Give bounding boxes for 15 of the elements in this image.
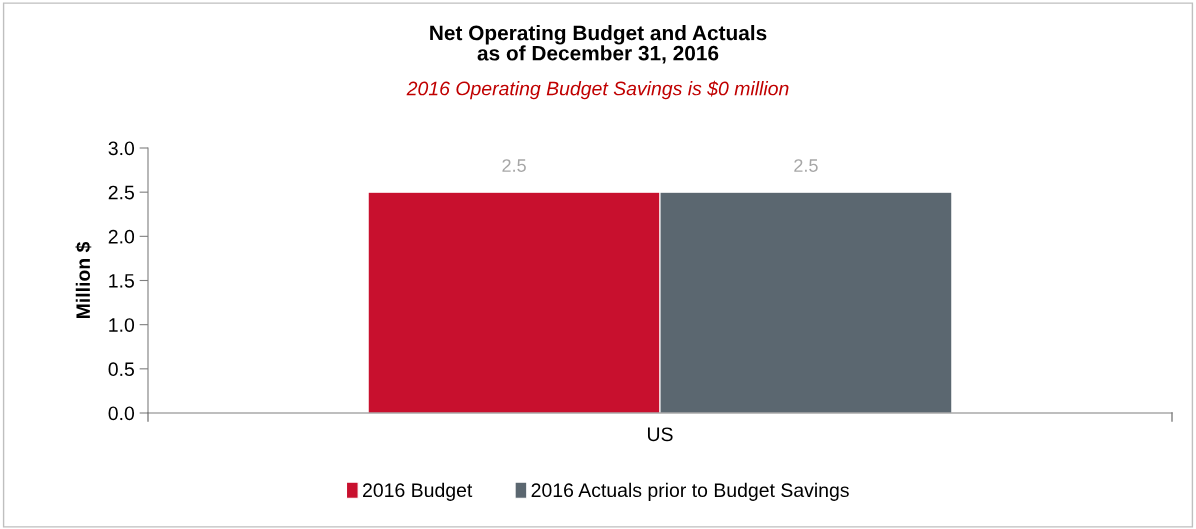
data-label: 2.5 <box>794 159 818 172</box>
legend-label: 2016 Budget <box>363 482 473 501</box>
y-tick-label: 2.5 <box>108 185 134 200</box>
y-tick-label: 1.0 <box>109 318 135 332</box>
legend-label: 2016 Actuals prior to Budget Savings <box>531 482 849 501</box>
y-axis-title: Million $ <box>75 241 92 319</box>
y-tick-label: 0.5 <box>108 362 134 377</box>
data-label: 2.5 <box>502 159 526 172</box>
chart-subtitle: 2016 Operating Budget Savings is $0 million <box>406 80 789 100</box>
y-tick-label: 1.5 <box>109 274 134 288</box>
y-tick-label: 0.0 <box>108 406 135 421</box>
y-tick-label: 3.0 <box>108 141 135 156</box>
chart-title: Net Operating Budget and Actuals as of December 31, 2016 <box>430 25 767 64</box>
y-tick-label: 2.0 <box>108 229 135 244</box>
x-tick-label: US <box>647 427 673 442</box>
